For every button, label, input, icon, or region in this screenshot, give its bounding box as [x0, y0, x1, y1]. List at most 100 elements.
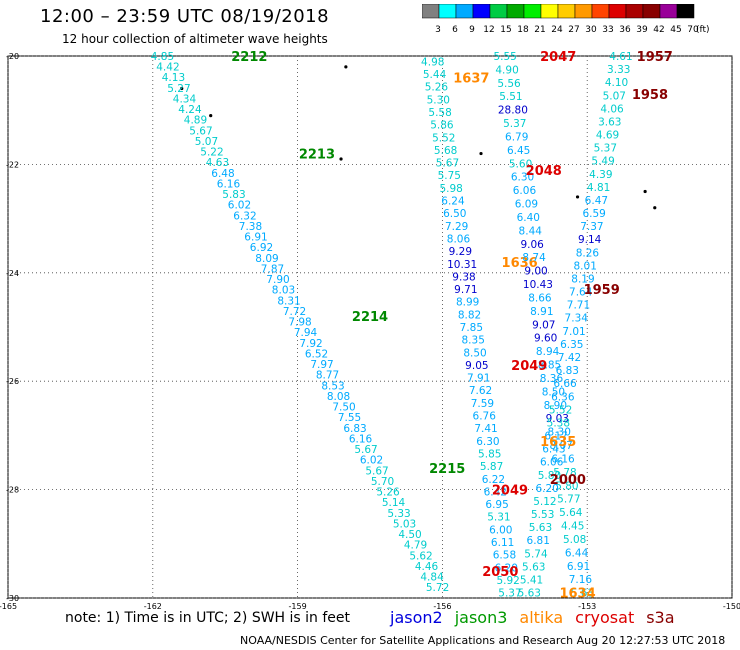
- wave-height-value: 9.60: [534, 333, 557, 345]
- wave-height-value: 8.09: [255, 253, 278, 265]
- wave-height-value: 7.62: [469, 385, 492, 397]
- wave-height-value: 5.64: [559, 507, 583, 519]
- wave-height-value: 8.19: [571, 273, 594, 285]
- wave-height-value: 5.22: [200, 147, 223, 159]
- wave-height-value: 5.52: [549, 404, 572, 416]
- wave-height-value: 5.78: [553, 467, 576, 479]
- wave-height-value: 5.51: [499, 91, 522, 103]
- legend-swatch: [676, 4, 695, 19]
- wave-height-value: 5.14: [382, 497, 406, 509]
- wave-height-value: 6.16: [217, 178, 241, 190]
- wave-height-value: 7.98: [288, 317, 311, 329]
- wave-height-value: 7.85: [460, 322, 483, 334]
- wave-height-value: 9.05: [465, 360, 488, 372]
- wave-height-value: 4.39: [589, 169, 612, 181]
- wave-height-value: 6.35: [560, 339, 583, 351]
- wave-height-value: 6.36: [551, 391, 575, 403]
- pass-time-label: 2000: [550, 473, 586, 488]
- legend-tick-label: 39: [636, 25, 648, 35]
- wave-height-value: 7.90: [266, 274, 289, 286]
- wave-height-value: 5.26: [376, 487, 400, 499]
- wave-height-value: 6.09: [515, 199, 538, 211]
- wave-height-value: 6.47: [585, 195, 608, 207]
- wave-height-value: 7.72: [283, 306, 306, 318]
- wave-height-value: 6.48: [211, 168, 234, 180]
- x-tick-label: -150: [723, 602, 740, 611]
- wave-height-value: 8.99: [456, 297, 479, 309]
- wave-height-value: 8.30: [548, 427, 571, 439]
- island-marker: [643, 189, 647, 194]
- wave-height-value: 4.84: [420, 572, 444, 584]
- wave-height-value: 5.67: [436, 158, 459, 170]
- wave-height-value: 6.92: [250, 242, 273, 254]
- wave-height-value: 4.89: [184, 115, 207, 127]
- wave-height-value: 8.82: [458, 309, 481, 321]
- wave-height-value: 5.92: [496, 575, 519, 587]
- wave-height-value: 7.94: [294, 327, 318, 339]
- wave-height-value: 5.80: [555, 480, 578, 492]
- wave-height-value: 5.49: [591, 156, 614, 168]
- wave-height-value: 9.03: [546, 413, 569, 425]
- island-marker: [344, 65, 348, 69]
- wave-height-value: 3.33: [607, 64, 630, 76]
- wave-height-value: 4.42: [156, 62, 179, 74]
- wave-height-value: 6.45: [507, 145, 530, 157]
- wave-height-value: 6.81: [527, 535, 550, 547]
- wave-height-value: 5.44: [423, 69, 447, 81]
- pass-time-label: 2050: [482, 565, 518, 580]
- wave-height-value: 8.08: [327, 391, 350, 403]
- wave-height-value: 8.07: [549, 440, 572, 452]
- wave-height-value: 8.44: [519, 225, 543, 237]
- pass-time-label: 1635: [540, 435, 576, 450]
- wave-height-value: 4.06: [600, 103, 624, 115]
- wave-height-value: 5.31: [487, 512, 510, 524]
- wave-height-value: 4.34: [173, 93, 197, 105]
- wave-height-value: 9.07: [532, 319, 555, 331]
- wave-height-value: 4.13: [162, 72, 185, 84]
- wave-height-value: 6.16: [349, 433, 373, 445]
- wave-height-value: 7.91: [467, 373, 490, 385]
- pass-time-label: 2212: [231, 50, 267, 65]
- wave-height-value: 5.55: [493, 51, 516, 63]
- pass-time-label: 1636: [502, 256, 538, 271]
- wave-height-value: 5.87: [480, 461, 503, 473]
- legend-tick-label: 15: [500, 25, 511, 35]
- wave-height-value: 4.85: [151, 51, 174, 63]
- wave-height-value: 6.42: [484, 486, 507, 498]
- wave-height-value: 5.86: [430, 120, 454, 132]
- wave-height-value: 5.38: [547, 417, 570, 429]
- wave-height-value: 8.77: [316, 370, 339, 382]
- wave-height-value: 4.46: [415, 561, 439, 573]
- wave-height-value: 6.91: [567, 561, 590, 573]
- satellite-label-altika: altika: [519, 608, 564, 627]
- wave-height-value: 7.42: [558, 352, 581, 364]
- wave-height-value: 8.06: [447, 233, 471, 245]
- wave-height-value: 5.12: [533, 496, 556, 508]
- island-marker: [209, 114, 213, 118]
- wave-height-value: 5.33: [387, 508, 410, 520]
- legend-tick-label: 6: [452, 25, 458, 35]
- wave-height-value: 6.44: [565, 547, 589, 559]
- wave-height-value: 8.50: [463, 347, 486, 359]
- wave-height-value: 8.74: [522, 252, 546, 264]
- wave-height-value: 6.91: [244, 232, 267, 244]
- wave-height-value: 7.41: [474, 423, 497, 435]
- wave-height-value: 6.02: [360, 455, 383, 467]
- wave-height-value: 8.35: [462, 335, 485, 347]
- legend-tick-label: 36: [619, 25, 631, 35]
- wave-height-value: 8.01: [574, 260, 597, 272]
- y-tick-label: -20: [6, 52, 19, 61]
- wave-height-value: 5.52: [432, 132, 455, 144]
- wave-height-value: 8.31: [277, 295, 300, 307]
- wave-height-value: 5.63: [518, 588, 541, 600]
- wave-height-value: 7.59: [471, 398, 494, 410]
- pass-time-label: 2213: [299, 148, 335, 163]
- legend-tick-label: 21: [534, 25, 545, 35]
- island-marker: [339, 157, 343, 161]
- wave-height-value: 5.63: [522, 561, 545, 573]
- wave-height-value: 5.58: [428, 107, 451, 119]
- wave-height-value: 6.43: [542, 444, 565, 456]
- wave-height-value: 4.63: [206, 157, 229, 169]
- wave-height-value: 6.32: [233, 210, 256, 222]
